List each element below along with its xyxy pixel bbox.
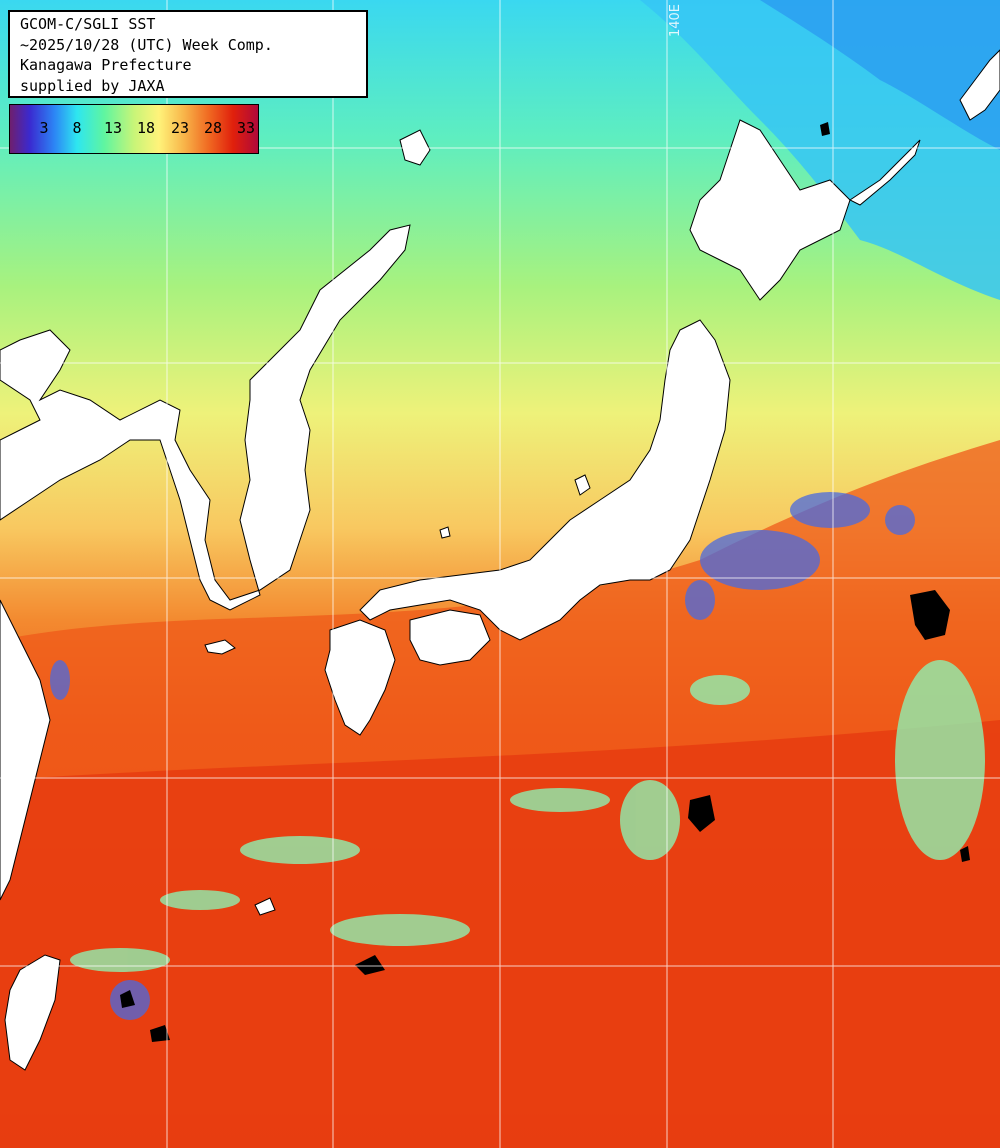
taiwan bbox=[4, 954, 61, 1071]
title-line-product: GCOM-C/SGLI SST bbox=[20, 15, 156, 33]
legend-tick-labels: 3 8 13 18 23 28 33 bbox=[10, 119, 258, 139]
map-title-box: GCOM-C/SGLI SST ~2025/10/28 (UTC) Week C… bbox=[8, 10, 368, 98]
honshu bbox=[359, 319, 731, 641]
land bbox=[0, 49, 1000, 1071]
title-line-region: Kanagawa Prefecture bbox=[20, 56, 192, 74]
legend-tick-28: 28 bbox=[203, 119, 223, 137]
shikoku bbox=[409, 609, 491, 666]
china-coast bbox=[0, 599, 51, 901]
sado-island bbox=[574, 474, 591, 496]
lon-label-140e: 140E bbox=[668, 4, 683, 38]
legend-tick-3: 3 bbox=[39, 119, 49, 137]
cool-patches bbox=[70, 660, 985, 972]
title-line-credit: supplied by JAXA bbox=[20, 76, 165, 95]
legend-tick-33: 33 bbox=[236, 119, 256, 137]
korea-peninsula bbox=[0, 224, 411, 611]
legend-tick-8: 8 bbox=[72, 119, 82, 137]
cold-water-northeast-core bbox=[760, 0, 1000, 150]
sakhalin bbox=[959, 49, 1000, 121]
hokkaido bbox=[689, 119, 851, 301]
legend-tick-13: 13 bbox=[103, 119, 123, 137]
ryukyu-island bbox=[254, 897, 276, 916]
no-data-spots bbox=[120, 122, 970, 1042]
legend-tick-23: 23 bbox=[170, 119, 190, 137]
color-scale-legend: 3 8 13 18 23 28 33 bbox=[9, 104, 259, 154]
lat-label-40n: 40N bbox=[14, 354, 41, 369]
kyushu bbox=[324, 619, 396, 736]
oki-island bbox=[439, 526, 451, 539]
title-line-date: ~2025/10/28 (UTC) Week Comp. bbox=[20, 35, 273, 54]
legend-tick-18: 18 bbox=[136, 119, 156, 137]
jeju bbox=[204, 639, 236, 655]
